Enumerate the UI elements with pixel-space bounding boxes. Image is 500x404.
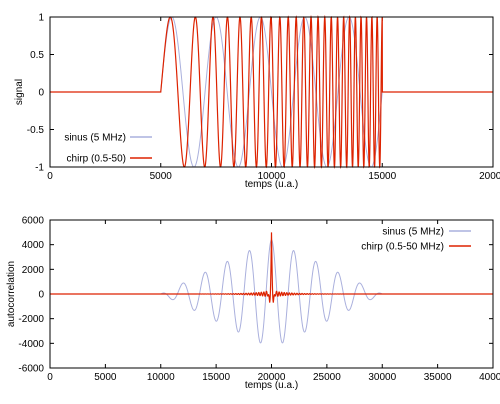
x-tick-label: 0 [47, 171, 53, 182]
x-tick-label: 10000 [258, 171, 286, 182]
y-axis-label: signal [14, 79, 25, 105]
y-tick-label: 4000 [22, 240, 45, 251]
signal-chart: 1 0.5 0 -0.5 -1 0 5000 10000 15000 20000 temps (… [14, 13, 500, 191]
x-tick-labels: 0 5000 10000 15000 20000 25000 30000 35000 40000 [47, 220, 500, 383]
legend-label-chirp: chirp (0.5-50 MHz) [361, 242, 444, 253]
plot-frame [49, 16, 494, 168]
y-tick-label: -4000 [18, 339, 44, 350]
y-tick-label: 0 [38, 290, 44, 301]
x-axis-label: temps (u.a.) [245, 179, 298, 190]
x-tick-label: 20000 [479, 171, 500, 182]
legend-label-chirp: chirp (0.5-50) [67, 154, 126, 165]
x-tick-label: 15000 [368, 171, 396, 182]
y-tick-label: -1 [35, 163, 44, 174]
series-line-chirp [50, 14, 493, 170]
x-tick-label: 15000 [202, 372, 230, 383]
x-tick-label: 0 [47, 372, 53, 383]
x-tick-label: 40000 [479, 372, 500, 383]
legend-label-sinus: sinus (5 MHz) [64, 133, 126, 144]
legend: sinus (5 MHz) chirp (0.5-50) [64, 133, 152, 165]
y-axis-label: autocorrelation [6, 261, 17, 327]
y-tick-label: 6000 [22, 216, 45, 227]
x-tick-label: 30000 [368, 372, 396, 383]
y-tick-label: -2000 [18, 314, 44, 325]
x-tick-label: 5000 [150, 171, 173, 182]
x-tick-label: 5000 [94, 372, 117, 383]
series-group [50, 14, 493, 170]
series-line-chirp [50, 232, 493, 303]
x-tick-label: 20000 [258, 372, 286, 383]
y-tick-label: -6000 [18, 364, 44, 375]
y-tick-label: 1 [38, 13, 44, 24]
x-tick-label: 25000 [313, 372, 341, 383]
x-tick-label: 10000 [147, 372, 175, 383]
y-tick-label: 0.5 [30, 50, 44, 61]
legend: sinus (5 MHz) chirp (0.5-50 MHz) [361, 227, 471, 253]
x-tick-label: 35000 [424, 372, 452, 383]
x-axis-label: temps (u.a.) [245, 380, 298, 391]
y-tick-label: 0 [38, 88, 44, 99]
y-tick-label: 2000 [22, 265, 45, 276]
plot-frame [49, 219, 494, 369]
y-tick-label: -0.5 [27, 125, 45, 136]
series-group [50, 232, 493, 344]
legend-label-sinus: sinus (5 MHz) [382, 227, 444, 238]
